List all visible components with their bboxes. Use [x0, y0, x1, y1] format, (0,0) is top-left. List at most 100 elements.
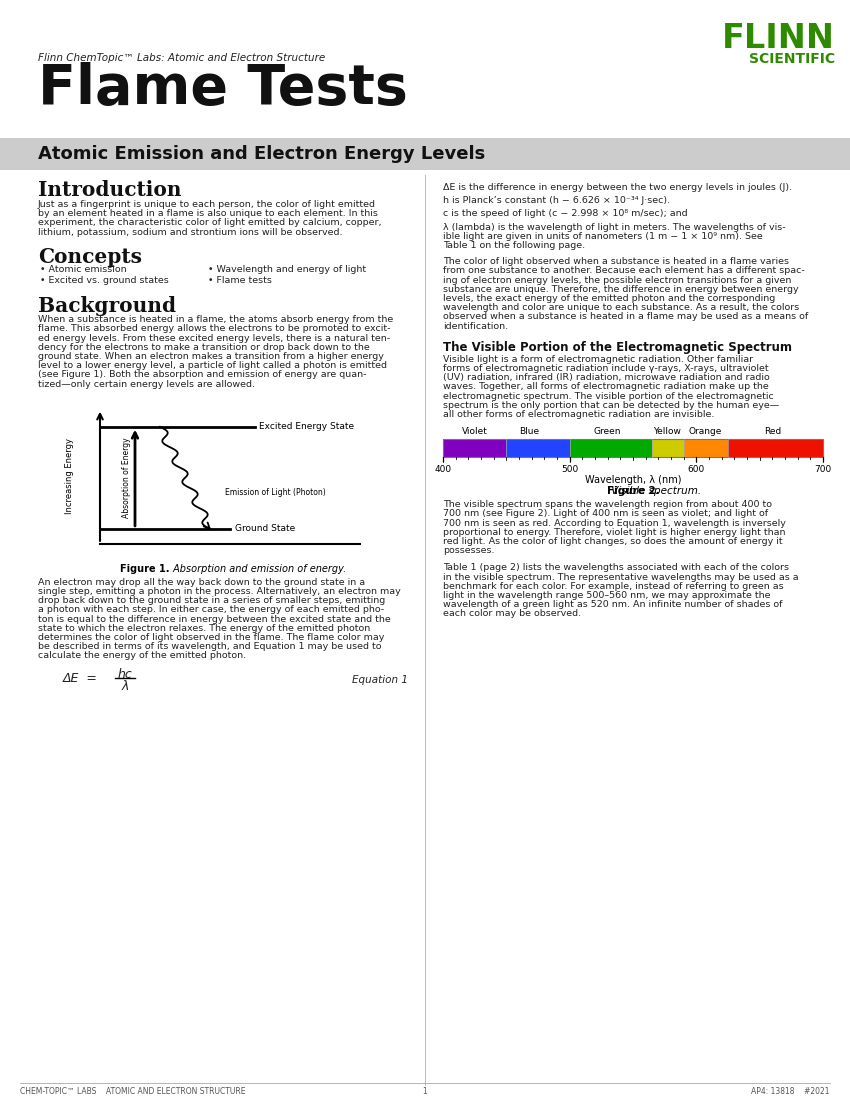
Text: forms of electromagnetic radiation include γ-rays, X-rays, ultraviolet: forms of electromagnetic radiation inclu…	[443, 364, 768, 373]
Text: Absorption of Energy: Absorption of Energy	[122, 438, 132, 518]
Text: Flame Tests: Flame Tests	[38, 62, 408, 116]
Text: λ: λ	[122, 680, 128, 693]
Bar	[443, 439, 507, 458]
Text: Figure 1.: Figure 1.	[121, 564, 170, 574]
Text: benchmark for each color. For example, instead of referring to green as: benchmark for each color. For example, i…	[443, 582, 784, 591]
Text: ΔE is the difference in energy between the two energy levels in joules (J).: ΔE is the difference in energy between t…	[443, 183, 792, 192]
Text: The Visible Portion of the Electromagnetic Spectrum: The Visible Portion of the Electromagnet…	[443, 341, 792, 354]
Bar	[507, 439, 570, 458]
Text: wavelength of a green light as 520 nm. An infinite number of shades of: wavelength of a green light as 520 nm. A…	[443, 601, 783, 609]
Text: • Wavelength and energy of light: • Wavelength and energy of light	[208, 265, 366, 274]
Text: The visible spectrum spans the wavelength region from about 400 to: The visible spectrum spans the wavelengt…	[443, 500, 772, 509]
Text: spectrum is the only portion that can be detected by the human eye—: spectrum is the only portion that can be…	[443, 400, 779, 410]
Text: • Atomic emission: • Atomic emission	[40, 265, 127, 274]
Text: 400: 400	[434, 465, 451, 474]
Text: hc: hc	[117, 668, 133, 681]
Text: Red: Red	[763, 427, 781, 437]
Text: Flinn ChemTopic™ Labs: Atomic and Electron Structure: Flinn ChemTopic™ Labs: Atomic and Electr…	[38, 53, 326, 63]
Text: wavelength and color are unique to each substance. As a result, the colors: wavelength and color are unique to each …	[443, 304, 799, 312]
Text: state to which the electron relaxes. The energy of the emitted photon: state to which the electron relaxes. The…	[38, 624, 371, 632]
Text: SCIENTIFIC: SCIENTIFIC	[749, 52, 835, 66]
Text: Yellow: Yellow	[654, 427, 681, 437]
Text: Introduction: Introduction	[38, 180, 182, 200]
Text: Visible spectrum.: Visible spectrum.	[609, 486, 701, 496]
Text: An electron may drop all the way back down to the ground state in a: An electron may drop all the way back do…	[38, 578, 366, 586]
Text: 700 nm (see Figure 2). Light of 400 nm is seen as violet; and light of: 700 nm (see Figure 2). Light of 400 nm i…	[443, 509, 768, 518]
Text: Blue: Blue	[519, 427, 539, 437]
Text: Emission of Light (Photon): Emission of Light (Photon)	[225, 488, 326, 497]
Text: ton is equal to the difference in energy between the excited state and the: ton is equal to the difference in energy…	[38, 615, 391, 624]
Text: ing of electron energy levels, the possible electron transitions for a given: ing of electron energy levels, the possi…	[443, 276, 791, 285]
Text: Green: Green	[594, 427, 621, 437]
Text: experiment, the characteristic color of light emitted by calcium, copper,: experiment, the characteristic color of …	[38, 219, 382, 228]
Text: single step, emitting a photon in the process. Alternatively, an electron may: single step, emitting a photon in the pr…	[38, 587, 400, 596]
Bar	[443, 439, 823, 458]
Text: all other forms of electromagnetic radiation are invisible.: all other forms of electromagnetic radia…	[443, 410, 714, 419]
Bar	[652, 439, 683, 458]
Text: proportional to energy. Therefore, violet light is higher energy light than: proportional to energy. Therefore, viole…	[443, 528, 785, 537]
Bar	[728, 439, 823, 458]
Text: drop back down to the ground state in a series of smaller steps, emitting: drop back down to the ground state in a …	[38, 596, 385, 605]
Text: Absorption and emission of energy.: Absorption and emission of energy.	[170, 564, 346, 574]
Text: red light. As the color of light changes, so does the amount of energy it: red light. As the color of light changes…	[443, 537, 783, 546]
Text: ΔE  =: ΔE =	[63, 672, 98, 684]
Text: Increasing Energy: Increasing Energy	[65, 438, 75, 515]
Text: 1: 1	[422, 1087, 428, 1096]
Text: 500: 500	[561, 465, 578, 474]
Text: AP4: 13818    #2021: AP4: 13818 #2021	[751, 1087, 830, 1096]
Text: calculate the energy of the emitted photon.: calculate the energy of the emitted phot…	[38, 651, 246, 660]
Text: 700: 700	[814, 465, 831, 474]
Text: a photon with each step. In either case, the energy of each emitted pho-: a photon with each step. In either case,…	[38, 605, 384, 615]
Text: • Flame tests: • Flame tests	[208, 276, 272, 285]
Text: c is the speed of light (c − 2.998 × 10⁸ m/sec); and: c is the speed of light (c − 2.998 × 10⁸…	[443, 209, 688, 219]
Text: (see Figure 1). Both the absorption and emission of energy are quan-: (see Figure 1). Both the absorption and …	[38, 371, 366, 380]
FancyBboxPatch shape	[0, 138, 850, 170]
Text: (UV) radiation, infrared (IR) radiation, microwave radiation and radio: (UV) radiation, infrared (IR) radiation,…	[443, 373, 770, 382]
Bar	[570, 439, 652, 458]
Text: by an element heated in a flame is also unique to each element. In this: by an element heated in a flame is also …	[38, 209, 378, 218]
Text: Wavelength, λ (nm): Wavelength, λ (nm)	[585, 475, 681, 485]
Text: Equation 1: Equation 1	[352, 674, 408, 684]
Text: The color of light observed when a substance is heated in a flame varies: The color of light observed when a subst…	[443, 257, 789, 266]
Text: dency for the electrons to make a transition or drop back down to the: dency for the electrons to make a transi…	[38, 343, 370, 352]
Bar	[683, 439, 728, 458]
Text: h is Planck’s constant (h − 6.626 × 10⁻³⁴ J·sec).: h is Planck’s constant (h − 6.626 × 10⁻³…	[443, 196, 670, 206]
Text: 700 nm is seen as red. According to Equation 1, wavelength is inversely: 700 nm is seen as red. According to Equa…	[443, 518, 786, 528]
Text: flame. This absorbed energy allows the electrons to be promoted to excit-: flame. This absorbed energy allows the e…	[38, 324, 390, 333]
Text: FLINN: FLINN	[722, 22, 835, 55]
Text: determines the color of light observed in the flame. The flame color may: determines the color of light observed i…	[38, 632, 384, 642]
Text: Background: Background	[38, 296, 176, 316]
Text: ible light are given in units of nanometers (1 m − 1 × 10⁹ nm). See: ible light are given in units of nanomet…	[443, 232, 762, 241]
Text: tized—only certain energy levels are allowed.: tized—only certain energy levels are all…	[38, 379, 255, 388]
Text: λ (lambda) is the wavelength of light in meters. The wavelengths of vis-: λ (lambda) is the wavelength of light in…	[443, 222, 785, 232]
Text: electromagnetic spectrum. The visible portion of the electromagnetic: electromagnetic spectrum. The visible po…	[443, 392, 774, 400]
Text: Table 1 on the following page.: Table 1 on the following page.	[443, 241, 585, 250]
Text: Atomic Emission and Electron Energy Levels: Atomic Emission and Electron Energy Leve…	[38, 145, 485, 163]
Text: Visible light is a form of electromagnetic radiation. Other familiar: Visible light is a form of electromagnet…	[443, 355, 753, 364]
Text: Orange: Orange	[688, 427, 722, 437]
Text: Excited Energy State: Excited Energy State	[259, 422, 354, 431]
Text: CHEM-TOPIC™ LABS    ATOMIC AND ELECTRON STRUCTURE: CHEM-TOPIC™ LABS ATOMIC AND ELECTRON STR…	[20, 1087, 246, 1096]
Text: each color may be observed.: each color may be observed.	[443, 609, 581, 618]
Text: Ground State: Ground State	[235, 525, 295, 533]
Text: waves. Together, all forms of electromagnetic radiation make up the: waves. Together, all forms of electromag…	[443, 383, 768, 392]
Text: from one substance to another. Because each element has a different spac-: from one substance to another. Because e…	[443, 266, 805, 275]
Text: Just as a fingerprint is unique to each person, the color of light emitted: Just as a fingerprint is unique to each …	[38, 200, 376, 209]
Text: identification.: identification.	[443, 321, 508, 331]
Text: level to a lower energy level, a particle of light called a photon is emitted: level to a lower energy level, a particl…	[38, 361, 387, 371]
Text: observed when a substance is heated in a flame may be used as a means of: observed when a substance is heated in a…	[443, 312, 808, 321]
Text: be described in terms of its wavelength, and Equation 1 may be used to: be described in terms of its wavelength,…	[38, 642, 382, 651]
Text: Figure 2.: Figure 2.	[607, 486, 660, 496]
Text: lithium, potassium, sodium and strontium ions will be observed.: lithium, potassium, sodium and strontium…	[38, 228, 343, 236]
Text: levels, the exact energy of the emitted photon and the corresponding: levels, the exact energy of the emitted …	[443, 294, 775, 302]
Text: Concepts: Concepts	[38, 246, 142, 267]
Text: Table 1 (page 2) lists the wavelengths associated with each of the colors: Table 1 (page 2) lists the wavelengths a…	[443, 563, 789, 572]
Text: ground state. When an electron makes a transition from a higher energy: ground state. When an electron makes a t…	[38, 352, 384, 361]
Text: • Excited vs. ground states: • Excited vs. ground states	[40, 276, 169, 285]
Text: light in the wavelength range 500–560 nm, we may approximate the: light in the wavelength range 500–560 nm…	[443, 591, 770, 600]
Text: When a substance is heated in a flame, the atoms absorb energy from the: When a substance is heated in a flame, t…	[38, 316, 394, 324]
Text: ed energy levels. From these excited energy levels, there is a natural ten-: ed energy levels. From these excited ene…	[38, 333, 390, 342]
Text: possesses.: possesses.	[443, 547, 495, 556]
Text: Violet: Violet	[462, 427, 488, 437]
Text: 600: 600	[688, 465, 705, 474]
